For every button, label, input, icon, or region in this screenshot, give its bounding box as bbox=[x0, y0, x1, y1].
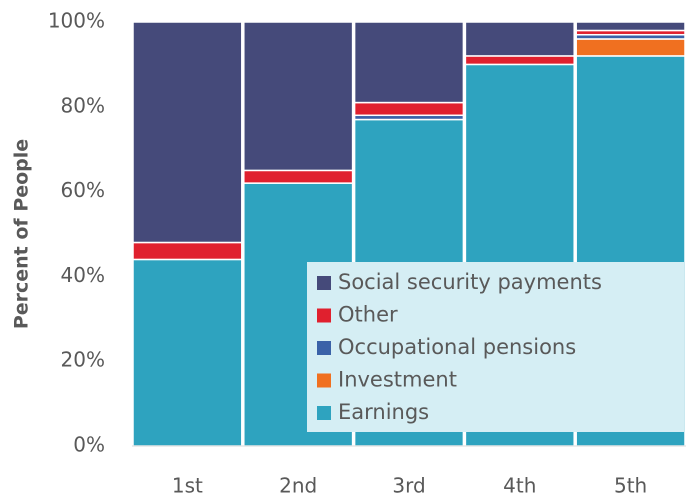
bar-segment bbox=[243, 21, 354, 172]
legend-label: Investment bbox=[338, 368, 457, 392]
x-tick-label: 4th bbox=[503, 474, 536, 497]
y-tick-label: 100% bbox=[48, 9, 105, 33]
legend-swatch bbox=[317, 308, 331, 323]
legend-label: Occupational pensions bbox=[338, 335, 576, 359]
x-tick-label: 3rd bbox=[392, 474, 425, 497]
legend-box bbox=[307, 262, 684, 432]
y-tick-label: 60% bbox=[61, 178, 105, 202]
x-tick-label: 5th bbox=[614, 474, 647, 497]
legend: Social security payments Other Occupationa… bbox=[307, 262, 684, 432]
legend-label: Social security payments bbox=[338, 270, 602, 294]
bar-segment bbox=[575, 21, 686, 32]
legend-label: Other bbox=[338, 303, 398, 327]
x-tick-label: 2nd bbox=[279, 474, 317, 497]
y-tick-label: 40% bbox=[61, 263, 105, 287]
legend-label: Earnings bbox=[338, 400, 429, 424]
bar-segment bbox=[243, 169, 354, 184]
bar-segment bbox=[132, 21, 243, 244]
y-axis-label: Percent of People bbox=[11, 139, 33, 329]
legend-swatch bbox=[317, 341, 331, 355]
y-tick-label: 80% bbox=[61, 93, 105, 117]
bar-segment bbox=[353, 101, 465, 117]
bar-segment bbox=[353, 21, 465, 104]
x-tick-label: 1st bbox=[172, 474, 203, 497]
bar-segment bbox=[464, 55, 575, 66]
bar-segment bbox=[132, 258, 243, 447]
legend-swatch bbox=[317, 276, 331, 290]
legend-swatch bbox=[317, 373, 331, 388]
y-tick-label: 0% bbox=[73, 433, 105, 457]
bar-segment bbox=[464, 21, 575, 57]
bar-segment bbox=[132, 241, 243, 261]
y-tick-label: 20% bbox=[61, 348, 105, 372]
legend-swatch bbox=[317, 406, 331, 420]
bar-segment bbox=[575, 38, 686, 57]
